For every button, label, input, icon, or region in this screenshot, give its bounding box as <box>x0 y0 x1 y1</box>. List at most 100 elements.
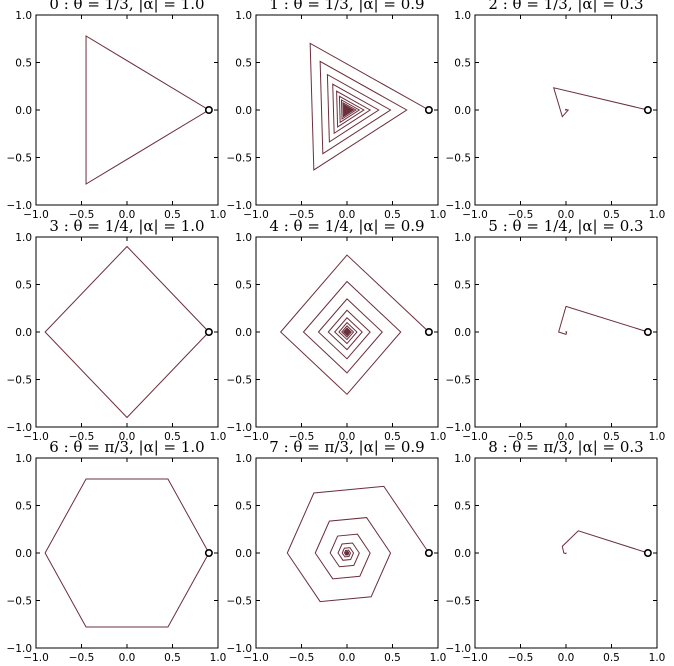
series-line <box>558 305 649 335</box>
y-tick-label: −1.0 <box>227 422 253 434</box>
x-tick-label: 1.0 <box>649 431 666 443</box>
y-tick-label: 0.5 <box>235 280 252 292</box>
y-tick-label: −1.0 <box>227 643 253 655</box>
panel-title: 8 : θ = π/3, |α| = 0.3 <box>488 438 643 456</box>
x-tick-label: 1.0 <box>210 652 227 664</box>
panel-title: 7 : θ = π/3, |α| = 0.9 <box>269 438 424 456</box>
x-tick-label: 1.0 <box>430 652 447 664</box>
y-tick-label: 1.0 <box>235 453 252 465</box>
y-tick-label: 0.5 <box>235 58 252 70</box>
x-tick-label: −1.0 <box>462 431 488 443</box>
y-tick-label: 0.5 <box>454 280 471 292</box>
y-tick-label: −1.0 <box>446 200 472 212</box>
plot-frame <box>35 14 219 206</box>
y-tick-label: 1.0 <box>235 232 252 244</box>
y-tick-label: 0.5 <box>15 280 32 292</box>
series-line <box>309 42 430 171</box>
x-tick-label: 0.5 <box>384 652 401 664</box>
x-tick-label: 0.0 <box>558 431 575 443</box>
y-tick-label: 0.0 <box>454 105 471 117</box>
x-tick-label: −0.5 <box>289 652 315 664</box>
x-tick-label: 0.0 <box>558 209 575 221</box>
series-line <box>561 530 649 555</box>
panel-title: 4 : θ = 1/4, |α| = 0.9 <box>269 217 424 235</box>
y-tick-label: 1.0 <box>15 232 32 244</box>
x-tick-label: 1.0 <box>430 209 447 221</box>
x-tick-label: 0.0 <box>119 209 136 221</box>
y-tick-label: 0.0 <box>15 105 32 117</box>
x-tick-label: 1.0 <box>430 431 447 443</box>
x-tick-label: 0.5 <box>164 652 181 664</box>
y-tick-label: 0.0 <box>235 327 252 339</box>
x-tick-label: −0.5 <box>69 431 95 443</box>
plot-frame <box>35 457 219 649</box>
chart-panel-5: 5 : θ = 1/4, |α| = 0.3 −1.0 −0.5 0.0 0.5 1.0 1… <box>446 217 666 443</box>
start-point-marker <box>204 549 213 558</box>
x-tick-label: −1.0 <box>462 209 488 221</box>
panel-title: 3 : θ = 1/4, |α| = 1.0 <box>49 217 204 235</box>
x-tick-label: −1.0 <box>243 652 269 664</box>
x-tick-label: 0.5 <box>384 431 401 443</box>
y-tick-label: 0.0 <box>15 548 32 560</box>
start-point-marker <box>204 328 213 337</box>
y-tick-label: 1.0 <box>454 10 471 22</box>
chart-panel-6: 6 : θ = π/3, |α| = 1.0 −1.0 −0.5 0.0 0.5 1.0 1… <box>7 438 227 664</box>
start-point-marker <box>643 549 652 558</box>
y-tick-label: 1.0 <box>15 10 32 22</box>
y-tick-label: 0.0 <box>15 327 32 339</box>
x-tick-label: −1.0 <box>243 431 269 443</box>
x-tick-label: −1.0 <box>23 431 49 443</box>
panel-title: 1 : θ = 1/3, |α| = 0.9 <box>269 0 424 13</box>
chart-panel-1: 1 : θ = 1/3, |α| = 0.9 −1.0 −0.5 0.0 0.5 1.0 1… <box>227 0 447 221</box>
panel-title: 0 : θ = 1/3, |α| = 1.0 <box>49 0 204 13</box>
x-tick-label: −0.5 <box>69 652 95 664</box>
x-tick-label: −0.5 <box>508 652 534 664</box>
series-line <box>44 245 210 419</box>
y-tick-label: 1.0 <box>454 232 471 244</box>
x-tick-label: 0.0 <box>119 431 136 443</box>
x-tick-label: 0.0 <box>339 652 356 664</box>
x-tick-label: −0.5 <box>508 431 534 443</box>
chart-panel-0: 0 : θ = 1/3, |α| = 1.0 −1.0 −0.5 0.0 0.5 1.0 1… <box>7 0 227 221</box>
panel-title: 2 : θ = 1/3, |α| = 0.3 <box>488 0 643 13</box>
series-line <box>286 485 430 603</box>
y-tick-label: −1.0 <box>446 422 472 434</box>
y-tick-label: −0.5 <box>227 596 253 608</box>
x-tick-label: 0.5 <box>603 431 620 443</box>
y-tick-label: −1.0 <box>227 200 253 212</box>
chart-panel-3: 3 : θ = 1/4, |α| = 1.0 −1.0 −0.5 0.0 0.5 1.0 1… <box>7 217 227 443</box>
x-tick-label: 0.0 <box>339 431 356 443</box>
y-tick-label: 0.5 <box>454 58 471 70</box>
x-tick-label: −0.5 <box>508 209 534 221</box>
y-tick-label: −0.5 <box>227 375 253 387</box>
x-tick-label: −1.0 <box>462 652 488 664</box>
x-tick-label: −1.0 <box>23 652 49 664</box>
start-point-marker <box>424 328 433 337</box>
chart-panel-2: 2 : θ = 1/3, |α| = 0.3 −1.0 −0.5 0.0 0.5 1.0 1… <box>446 0 666 221</box>
x-tick-label: 1.0 <box>210 209 227 221</box>
y-tick-label: 0.0 <box>235 548 252 560</box>
start-point-marker <box>424 106 433 115</box>
x-tick-label: 0.0 <box>119 652 136 664</box>
series-line <box>552 87 649 118</box>
x-tick-label: 0.5 <box>384 209 401 221</box>
x-tick-label: −0.5 <box>289 431 315 443</box>
chart-panel-4: 4 : θ = 1/4, |α| = 0.9 −1.0 −0.5 0.0 0.5 1.0 1… <box>227 217 447 443</box>
series-line <box>85 35 210 185</box>
y-tick-label: −1.0 <box>7 643 33 655</box>
y-tick-label: 0.5 <box>454 501 471 513</box>
x-tick-label: 0.0 <box>558 652 575 664</box>
y-tick-label: 0.5 <box>235 501 252 513</box>
y-tick-label: 1.0 <box>15 453 32 465</box>
y-tick-label: −0.5 <box>446 153 472 165</box>
start-point-marker <box>424 549 433 558</box>
x-tick-label: −0.5 <box>289 209 315 221</box>
y-tick-label: −0.5 <box>227 153 253 165</box>
x-tick-label: 1.0 <box>649 209 666 221</box>
y-tick-label: 1.0 <box>454 453 471 465</box>
y-tick-label: −0.5 <box>7 596 33 608</box>
x-tick-label: 0.5 <box>164 431 181 443</box>
y-tick-label: −1.0 <box>7 200 33 212</box>
y-tick-label: 1.0 <box>235 10 252 22</box>
